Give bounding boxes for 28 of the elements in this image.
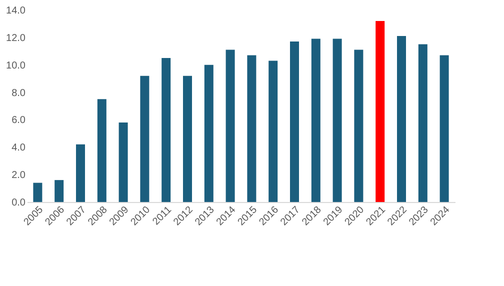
bar [418,44,428,202]
y-tick-label: 12.0 [6,32,26,44]
bar [140,76,150,202]
bar [311,38,320,202]
bar [118,122,128,202]
bar [54,180,64,202]
bar [204,64,214,202]
y-tick-label: 0.0 [12,198,26,208]
bar [97,99,106,202]
y-tick-label: 14.0 [6,6,26,16]
y-tick-label: 6.0 [12,115,26,126]
bar [376,20,385,202]
bar [440,55,449,202]
bar [268,60,278,202]
bar [290,42,299,202]
bar [332,38,342,202]
bar [354,50,364,202]
y-tick-label: 4.0 [12,142,26,154]
bar [247,55,256,202]
y-tick-label: 8.0 [12,88,26,99]
bar [397,36,406,202]
y-tick-label: 10.0 [6,60,26,72]
bar [76,144,85,202]
bar [183,76,192,202]
bar [162,58,171,202]
bar [33,182,42,202]
bar [226,50,235,202]
y-tick-label: 2.0 [12,170,26,182]
